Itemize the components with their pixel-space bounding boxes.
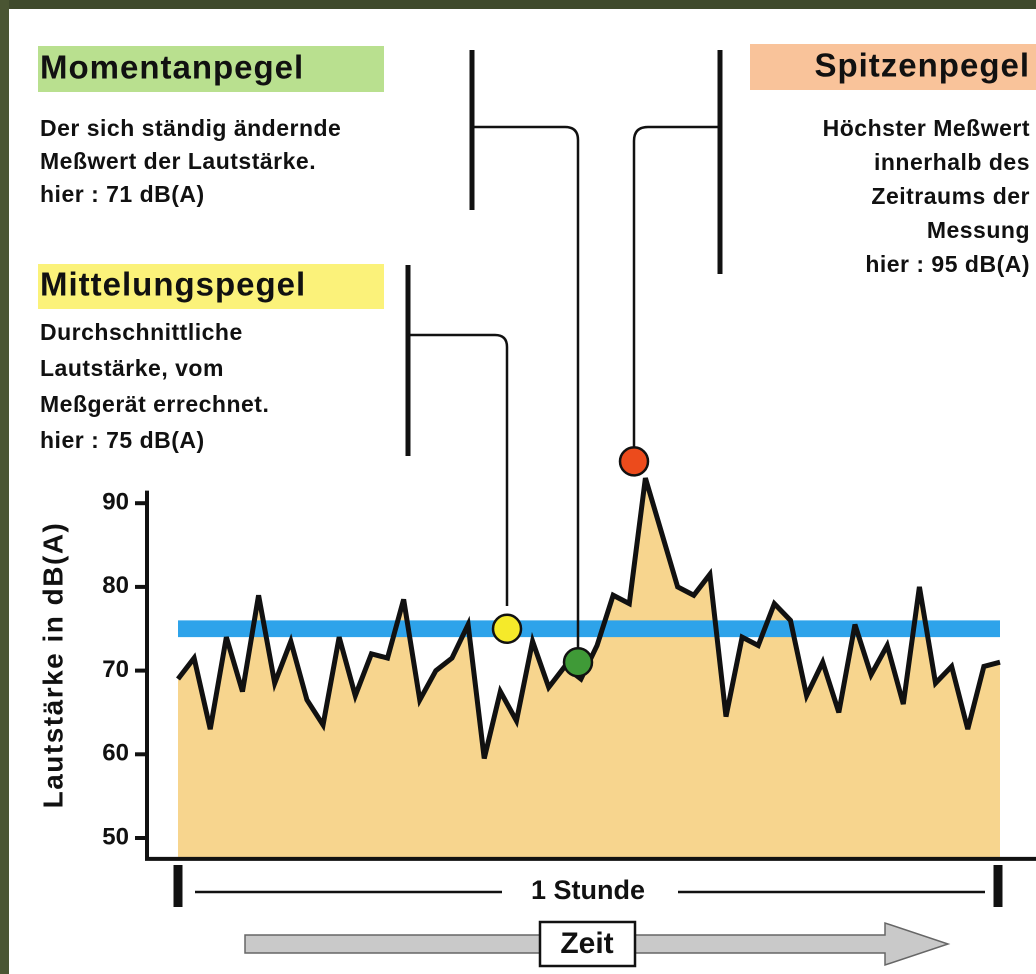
time-label: Zeit — [560, 927, 613, 960]
peak-desc: Höchster Meßwert — [823, 115, 1030, 141]
current-title: Momentanpegel — [40, 49, 304, 86]
connectors — [173, 50, 1003, 907]
y-tick-label: 50 — [102, 823, 129, 850]
y-tick-label: 70 — [102, 656, 129, 683]
peak-desc: hier : 95 dB(A) — [865, 251, 1030, 277]
mean-marker — [491, 613, 523, 644]
mean-desc: Lautstärke, vom — [40, 355, 224, 381]
current-desc: hier : 71 dB(A) — [40, 181, 205, 207]
peak-desc: innerhalb des — [874, 149, 1030, 175]
mean-title-bg — [38, 264, 384, 309]
y-axis-label: Lautstärke in dB(A) — [37, 522, 68, 809]
y-tick-label: 90 — [102, 489, 129, 516]
peak-marker — [618, 446, 650, 477]
y-tick-label: 80 — [102, 572, 129, 599]
mean-desc: Durchschnittliche — [40, 319, 243, 345]
duration-label: 1 Stunde — [531, 875, 645, 905]
mean-desc: Meßgerät errechnet. — [40, 391, 269, 417]
peak-desc: Zeitraums der — [871, 183, 1030, 209]
mean-band — [178, 620, 1000, 638]
current-desc: Der sich ständig ändernde — [40, 115, 341, 141]
y-tick-label: 60 — [102, 740, 129, 767]
current-desc: Meßwert der Lautstärke. — [40, 148, 316, 174]
frame-top — [0, 0, 1036, 9]
peak-title-bg — [750, 44, 1036, 90]
peak-desc: Messung — [927, 217, 1030, 243]
time-box — [538, 920, 637, 968]
frame-left — [0, 0, 9, 974]
mean-desc: hier : 75 dB(A) — [40, 427, 205, 453]
mean-title: Mittelungspegel — [40, 266, 306, 303]
current-title-bg — [38, 46, 384, 92]
current-marker — [562, 646, 594, 678]
peak-title: Spitzenpegel — [814, 47, 1030, 84]
